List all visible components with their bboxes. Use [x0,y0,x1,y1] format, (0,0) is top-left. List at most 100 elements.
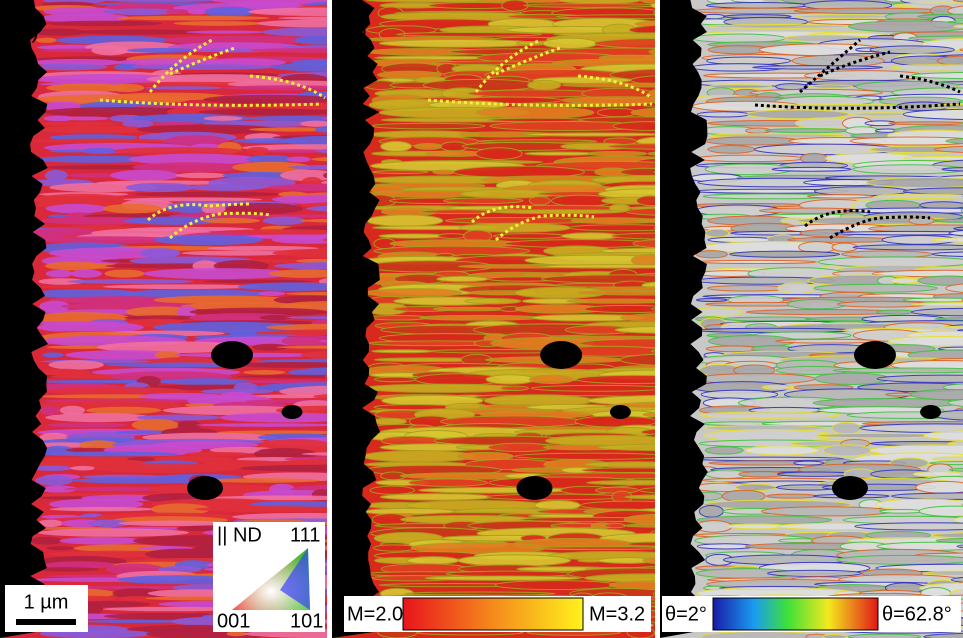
grain [37,519,64,528]
grain [240,464,327,472]
grain [489,209,626,215]
grain [704,228,730,238]
grain [45,413,153,423]
grain [44,561,118,569]
grain [372,170,429,175]
grain [139,248,181,259]
grain [132,162,246,173]
colorbar-min: θ=2° [665,603,707,625]
grain [48,149,91,153]
grain [761,384,795,390]
grain [935,537,963,544]
colorbar-theta: θ=2° θ=62.8° [662,596,961,632]
panel-a [0,0,327,638]
grain [597,557,655,564]
grain [206,245,319,251]
grain [40,216,156,225]
grain [849,136,963,146]
grain [33,442,94,448]
grain [704,136,801,146]
colorbar-max: M=3.2 [589,603,645,625]
grain [700,631,824,638]
grain [695,297,728,302]
grain [953,24,963,29]
grain [722,316,819,322]
grain [159,378,254,385]
grain [181,250,292,256]
grain [39,405,60,416]
grain [594,37,655,49]
grain [709,24,853,29]
grain [648,49,655,55]
grain [294,35,327,45]
dotted-line [99,38,326,240]
grain [45,203,108,214]
grain [73,544,170,553]
grain [945,137,963,145]
grain [539,264,655,269]
grain [39,125,151,134]
grain [625,207,655,216]
grain [48,296,187,304]
grain [203,478,321,483]
grain [45,261,105,271]
unindexed-region [0,0,48,638]
grain [746,109,850,120]
grain [271,194,327,205]
grain [475,106,595,119]
grain [902,187,963,196]
grain [72,29,214,35]
grain [793,460,824,466]
grain [48,386,188,397]
grain [36,37,57,43]
grain [37,321,144,334]
grain [31,155,161,163]
grain [315,148,327,154]
grain [42,352,64,358]
pore [211,341,253,369]
grain [639,0,655,5]
grain [300,218,327,223]
grain [246,154,293,164]
grain [37,451,179,457]
grain [523,132,655,137]
grain [177,420,201,430]
grain [48,360,104,370]
grain [279,385,327,398]
grain [887,336,963,347]
grain [424,150,484,157]
grain [283,136,327,146]
grain [941,167,963,172]
grain [198,108,327,116]
pore [831,476,868,500]
grain [277,16,327,20]
grain [154,351,181,359]
grain [542,37,598,50]
grain [875,193,963,200]
grain [264,149,327,153]
grain [917,275,963,286]
grain [614,325,655,334]
grain [203,94,327,105]
grain [821,634,848,638]
grain [653,170,655,174]
grain [102,203,162,214]
grain [918,505,963,517]
grain [177,306,198,318]
grain [117,575,233,585]
panel-c [660,0,963,638]
grain [65,447,118,453]
grain [568,224,655,232]
grain [653,226,655,229]
grain [604,522,626,529]
grain [464,297,522,305]
grain [47,214,70,218]
grain [35,236,182,244]
grain [890,277,919,284]
grain [931,237,963,243]
grain [373,376,417,383]
grain [285,316,327,320]
grain [395,32,543,37]
grain [408,478,488,487]
